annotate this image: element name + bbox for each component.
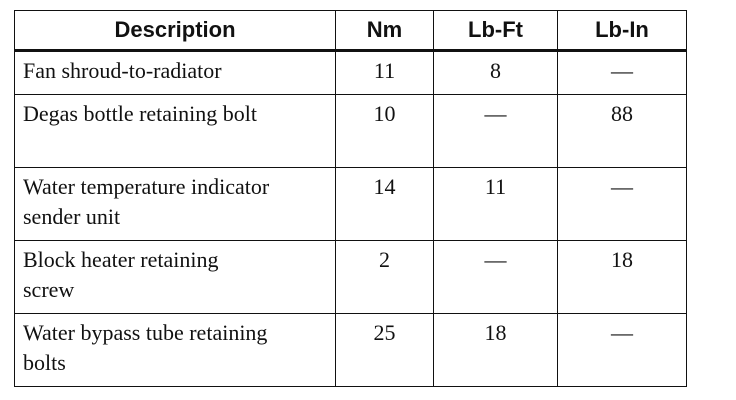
description-cell: Block heater retaining screw [14, 240, 336, 314]
column-header: Lb-Ft [433, 10, 558, 52]
value-cell: 11 [335, 50, 434, 95]
description-text: Water temperature indicator sender unit [23, 174, 270, 229]
value-cell: 18 [557, 240, 687, 314]
description-text: Block heater retaining screw [23, 247, 219, 302]
value-cell: 11 [433, 167, 558, 241]
table-row: Degas bottle retaining bolt 10—88 [14, 94, 687, 168]
column-header: Description [14, 10, 336, 52]
description-cell: Water bypass tube retaining bolts [14, 313, 336, 387]
value-cell: — [433, 94, 558, 168]
value-cell: — [433, 240, 558, 314]
value-cell: 88 [557, 94, 687, 168]
value-cell: — [557, 313, 687, 387]
value-cell: 25 [335, 313, 434, 387]
table-row: Fan shroud-to-radiator 11 8— [14, 50, 687, 95]
value-cell: — [557, 50, 687, 95]
table-row: Block heater retaining screw 2—18 [14, 240, 687, 314]
description-cell: Fan shroud-to-radiator [14, 50, 336, 95]
value-cell: 2 [335, 240, 434, 314]
table-body: Fan shroud-to-radiator 11 8— Degas bottle r… [14, 50, 687, 387]
column-header: Nm [335, 10, 434, 52]
table-row: Water bypass tube retaining bolts 25 18— [14, 313, 687, 387]
value-cell: 10 [335, 94, 434, 168]
header-row: Description Nm Lb-Ft Lb-In [14, 10, 687, 52]
value-cell: 14 [335, 167, 434, 241]
table-row: Water temperature indicator sender unit 1… [14, 167, 687, 241]
description-cell: Degas bottle retaining bolt [14, 94, 336, 168]
value-cell: — [557, 167, 687, 241]
description-text: Fan shroud-to-radiator [23, 58, 222, 83]
column-header: Lb-In [557, 10, 687, 52]
description-cell: Water temperature indicator sender unit [14, 167, 336, 241]
description-text: Water bypass tube retaining bolts [23, 320, 268, 375]
value-cell: 8 [433, 50, 558, 95]
torque-table: Description Nm Lb-Ft Lb-In Fan shroud-to-ra… [14, 10, 687, 387]
description-text: Degas bottle retaining bolt [23, 101, 257, 126]
value-cell: 18 [433, 313, 558, 387]
